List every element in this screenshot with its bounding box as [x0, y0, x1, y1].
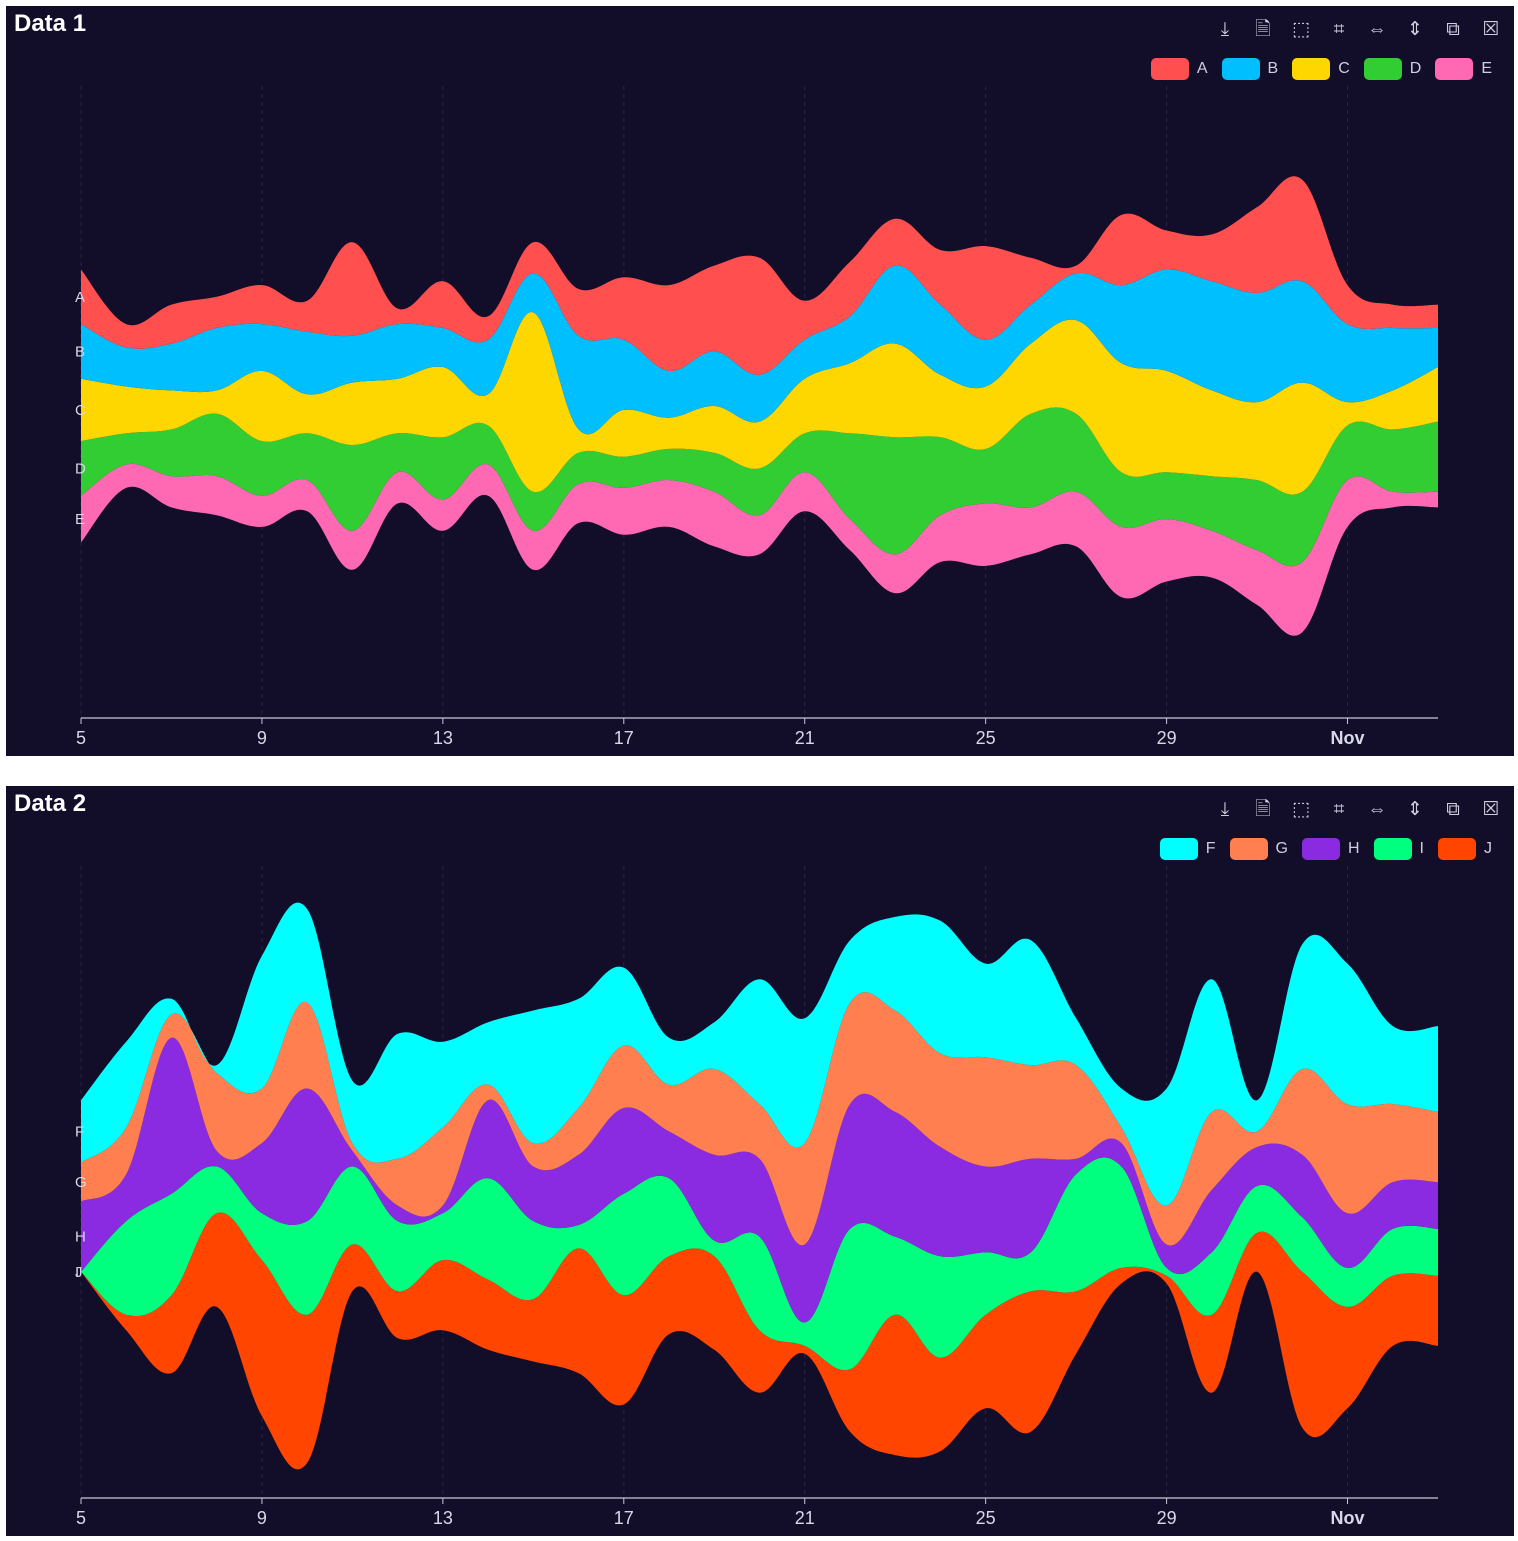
- legend-item-c[interactable]: C: [1292, 58, 1350, 80]
- legend-item-a[interactable]: A: [1150, 58, 1208, 80]
- series-label-f: F: [75, 1123, 84, 1140]
- river-band-h: [81, 1037, 1438, 1323]
- series-label-b: B: [75, 343, 85, 360]
- legend-1: A B C D E: [1150, 58, 1492, 80]
- legend-label: E: [1481, 60, 1492, 77]
- theme-river-chart-2: JI H G F 5 9 13 17 21 25 29 Nov: [75, 866, 1438, 1528]
- x-tick-label: 13: [433, 1508, 453, 1528]
- x-tick-label: 5: [76, 1508, 86, 1528]
- legend-label: A: [1196, 60, 1208, 77]
- river-band-a: [81, 176, 1438, 375]
- legend-label: D: [1409, 60, 1422, 77]
- series-label-d: D: [75, 460, 86, 477]
- river-band-j: [81, 1212, 1438, 1470]
- data-view-icon[interactable]: 🗎: [1255, 799, 1271, 820]
- legend-swatch: [1221, 58, 1260, 80]
- legend-swatch: [1301, 838, 1340, 860]
- legend-label: J: [1484, 840, 1492, 857]
- legend-item-h[interactable]: H: [1301, 838, 1360, 860]
- x-tick-label: 9: [257, 1508, 267, 1528]
- series-label-h: H: [75, 1229, 86, 1246]
- series-label-e: E: [75, 511, 85, 528]
- river-band-c: [81, 312, 1438, 495]
- zoom-icon[interactable]: ⧉: [1446, 799, 1460, 820]
- legend-label: F: [1205, 840, 1216, 857]
- keep-select-icon[interactable]: ⇔: [1367, 19, 1387, 40]
- x-tick-label: 13: [433, 728, 453, 748]
- river-band-g: [81, 992, 1438, 1246]
- lasso-select-icon[interactable]: ⌗: [1333, 19, 1345, 40]
- x-tick-label: 21: [795, 1508, 815, 1528]
- chart-title-2: Data 2: [14, 790, 87, 817]
- series-label-i: I: [75, 1264, 79, 1281]
- rect-select-icon[interactable]: ⬚: [1292, 799, 1310, 820]
- lasso-select-icon[interactable]: ⌗: [1333, 799, 1345, 820]
- toolbox-2: ⤓ 🗎 ⬚ ⌗ ⇔ ⇕ ⧉ ☒: [1212, 796, 1504, 822]
- legend-label: B: [1267, 60, 1279, 77]
- legend-item-i[interactable]: I: [1373, 838, 1424, 860]
- legend-swatch: [1438, 838, 1476, 860]
- toolbox-1: ⤓ 🗎 ⬚ ⌗ ⇔ ⇕ ⧉ ☒: [1212, 16, 1504, 42]
- x-tick-label: 17: [614, 1508, 634, 1528]
- zoom-icon[interactable]: ⧉: [1446, 19, 1460, 40]
- zoom-reset-icon[interactable]: ☒: [1482, 19, 1500, 40]
- theme-river-chart-1: E D C B A 5 9 13 17 21 25 29 Nov: [75, 86, 1438, 748]
- river-band-b: [81, 265, 1438, 435]
- river-band-e: [81, 463, 1438, 636]
- legend-item-j[interactable]: J: [1438, 838, 1492, 860]
- legend-2: F G H I J: [1159, 838, 1492, 860]
- download-icon[interactable]: ⤓: [1220, 19, 1230, 40]
- river-band-f: [81, 902, 1438, 1206]
- zoom-reset-icon[interactable]: ☒: [1482, 799, 1500, 820]
- river-band-d: [81, 407, 1438, 567]
- legend-item-d[interactable]: D: [1363, 58, 1422, 80]
- x-tick-label: 29: [1157, 728, 1177, 748]
- x-tick-label: 9: [257, 728, 267, 748]
- x-tick-label: Nov: [1331, 1508, 1365, 1528]
- legend-swatch: [1373, 838, 1412, 860]
- x-tick-label: Nov: [1331, 728, 1365, 748]
- legend-swatch: [1363, 58, 1402, 80]
- legend-label: H: [1347, 840, 1360, 857]
- chart-title-1: Data 1: [14, 10, 87, 37]
- legend-item-g[interactable]: G: [1229, 838, 1288, 860]
- x-tick-label: 17: [614, 728, 634, 748]
- x-tick-label: 25: [976, 1508, 996, 1528]
- legend-swatch: [1435, 58, 1474, 80]
- legend-item-b[interactable]: B: [1221, 58, 1279, 80]
- legend-swatch: [1292, 58, 1331, 80]
- keep-select-icon[interactable]: ⇔: [1367, 799, 1387, 820]
- legend-label: I: [1419, 840, 1424, 857]
- legend-swatch: [1229, 838, 1268, 860]
- series-label-c: C: [75, 402, 86, 419]
- series-label-a: A: [75, 289, 85, 306]
- x-tick-label: 5: [76, 728, 86, 748]
- download-icon[interactable]: ⤓: [1220, 799, 1230, 820]
- x-tick-label: 29: [1157, 1508, 1177, 1528]
- legend-swatch: [1150, 58, 1189, 80]
- legend-swatch: [1159, 838, 1198, 860]
- chart-panel-2: J I H G F 5 9 13 17 21 25 29 Nov Data 2 ⤓ 🗎 ⬚ ⌗ ⇔ ⇕ …: [6, 786, 1514, 1536]
- legend-item-f[interactable]: F: [1159, 838, 1216, 860]
- legend-label: C: [1338, 60, 1350, 77]
- clear-select-icon[interactable]: ⇕: [1407, 799, 1423, 820]
- series-label-j: J: [75, 1264, 83, 1281]
- rect-select-icon[interactable]: ⬚: [1292, 19, 1310, 40]
- legend-item-e[interactable]: E: [1435, 58, 1492, 80]
- chart-panel-1: E D C B A 5 9 13 17 21 25 29 Nov Data 1 ⤓ 🗎 ⬚ ⌗ ⇔ ⇕ …: [6, 6, 1514, 756]
- legend-label: G: [1275, 840, 1288, 857]
- data-view-icon[interactable]: 🗎: [1255, 19, 1271, 40]
- river-band-i: [81, 1157, 1438, 1371]
- clear-select-icon[interactable]: ⇕: [1407, 19, 1423, 40]
- x-tick-label: 21: [795, 728, 815, 748]
- series-label-g: G: [75, 1174, 87, 1191]
- x-tick-label: 25: [976, 728, 996, 748]
